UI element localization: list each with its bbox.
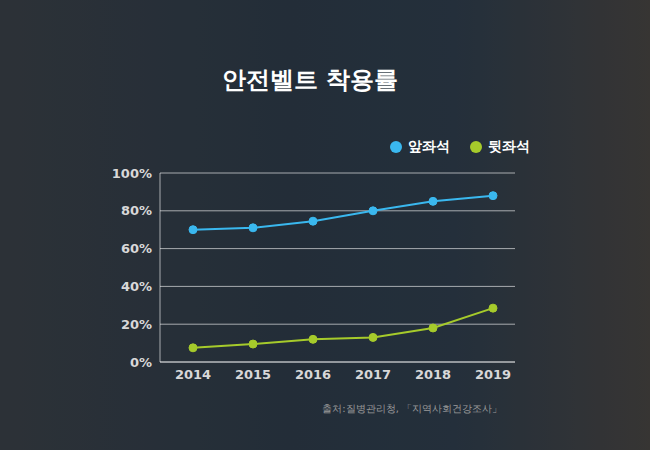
svg-text:40%: 40% xyxy=(121,279,152,294)
svg-text:80%: 80% xyxy=(121,203,152,218)
svg-text:2015: 2015 xyxy=(235,367,271,382)
svg-text:2019: 2019 xyxy=(475,367,511,382)
svg-text:60%: 60% xyxy=(121,241,152,256)
html-text:출처:질병관리청, 「지역사회건강조사」: 출처:질병관리청, 「지역사회건강조사」 xyxy=(322,403,502,414)
svg-text:2016: 2016 xyxy=(295,367,331,382)
svg-text:2017: 2017 xyxy=(355,367,391,382)
svg-text:2018: 2018 xyxy=(415,367,451,382)
html-text:뒷좌석: 뒷좌석 xyxy=(488,138,530,154)
html-text:앞좌석: 앞좌석 xyxy=(408,138,450,154)
svg-text:2014: 2014 xyxy=(175,367,211,382)
svg-text:20%: 20% xyxy=(121,317,152,332)
svg-text:0%: 0% xyxy=(130,355,152,370)
svg-text:100%: 100% xyxy=(112,166,152,181)
html-text:안전벨트 착용률: 안전벨트 착용률 xyxy=(221,66,399,94)
